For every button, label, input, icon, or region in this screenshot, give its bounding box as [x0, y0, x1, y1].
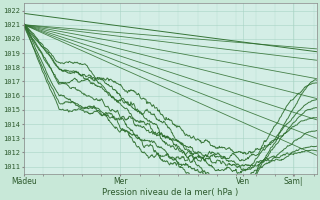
X-axis label: Pression niveau de la mer( hPa ): Pression niveau de la mer( hPa ): [102, 188, 238, 197]
